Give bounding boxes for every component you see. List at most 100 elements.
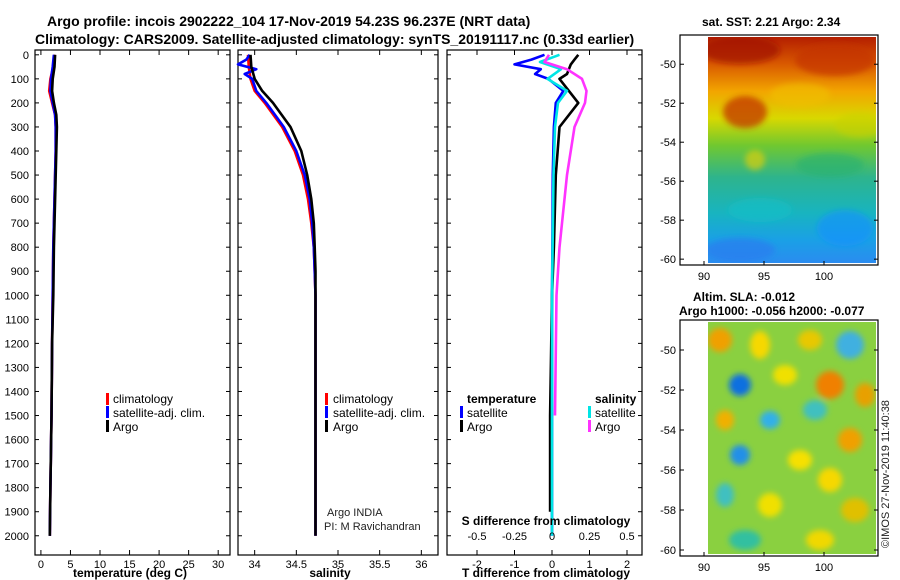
legend-swatch-climatology xyxy=(325,393,328,405)
depth-tick-label: 0 xyxy=(23,50,29,62)
depth-tick-label: 300 xyxy=(11,122,29,134)
legend-label-argo: Argo xyxy=(113,420,139,434)
depth-tick-label: 1300 xyxy=(5,362,29,374)
legend-swatch-argo xyxy=(106,420,109,432)
lat-tick-label: -56 xyxy=(660,465,676,477)
x-tick-label: 2 xyxy=(624,559,630,571)
difference-axis-ticks: -2 -1 0 1 2 xyxy=(447,50,642,571)
legend-title-temperature: temperature xyxy=(467,392,537,406)
x-tick-label: -2 xyxy=(472,559,482,571)
legend-label-s-argo: Argo xyxy=(595,420,621,434)
lat-tick-label: -60 xyxy=(660,545,676,557)
temperature-plot-frame xyxy=(34,49,231,556)
sla-map-panel: Altim. SLA: -0.012 Argo h1000: -0.056 h2… xyxy=(660,290,879,574)
salinity-legend: climatology satellite-adj. clim. Argo xyxy=(325,392,425,434)
legend-label-satellite-adj: satellite-adj. clim. xyxy=(113,406,205,420)
series-line-argo xyxy=(48,54,59,536)
depth-tick-label: 1600 xyxy=(5,435,29,447)
salinity-x-label: salinity xyxy=(309,566,351,580)
legend-swatch-satellite-adj xyxy=(325,406,328,418)
x-tick-label: 5 xyxy=(67,559,73,571)
x-tick-label: 20 xyxy=(153,559,165,571)
sst-map-title: sat. SST: 2.21 Argo: 2.34 xyxy=(702,15,841,29)
difference-legend: temperature satellite Argo salinity sate… xyxy=(460,392,637,434)
lon-tick-label: 90 xyxy=(698,271,710,283)
x-tick-label: -1 xyxy=(510,559,520,571)
s-scale-label: -0.25 xyxy=(502,531,527,543)
legend-label-climatology: climatology xyxy=(113,392,173,406)
x-tick-label: 25 xyxy=(183,559,195,571)
x-tick-label: 15 xyxy=(123,559,135,571)
legend-title-salinity: salinity xyxy=(595,392,637,406)
legend-label-satellite-adj: satellite-adj. clim. xyxy=(333,406,425,420)
legend-label-climatology: climatology xyxy=(333,392,393,406)
lon-tick-label: 90 xyxy=(698,562,710,574)
imos-watermark: ©IMOS 27-Nov-2019 11:40:38 xyxy=(880,400,892,548)
legend-label-t-satellite: satellite xyxy=(467,406,508,420)
depth-tick-label: 200 xyxy=(11,98,29,110)
x-tick-label: 34 xyxy=(249,559,261,571)
depth-tick-label: 600 xyxy=(11,194,29,206)
sla-heatmap xyxy=(708,322,876,554)
x-tick-label: 0 xyxy=(38,559,44,571)
depth-tick-label: 800 xyxy=(11,242,29,254)
sst-map-panel: sat. SST: 2.21 Argo: 2.34 -50-52-54-56-5… xyxy=(660,15,879,283)
depth-tick-label: 1800 xyxy=(5,483,29,495)
s-scale-label: -0.5 xyxy=(468,531,487,543)
depth-tick-label: 900 xyxy=(11,266,29,278)
x-tick-label: 1 xyxy=(586,559,592,571)
depth-tick-label: 100 xyxy=(11,74,29,86)
t-difference-x-label: T difference from climatology xyxy=(462,566,630,580)
depth-tick-label: 1200 xyxy=(5,338,29,350)
lon-tick-label: 95 xyxy=(758,562,770,574)
s-difference-scale: -0.5 -0.25 0 0.25 0.5 xyxy=(468,531,635,543)
difference-plot-frame xyxy=(446,49,643,556)
legend-swatch-s-argo xyxy=(588,420,591,432)
lat-tick-label: -54 xyxy=(660,425,676,437)
x-tick-label: 0 xyxy=(549,559,555,571)
sla-map-title: Altim. SLA: -0.012 xyxy=(693,290,795,304)
legend-swatch-s-satellite xyxy=(588,406,591,418)
temperature-x-label: temperature (deg C) xyxy=(73,566,187,580)
depth-tick-label: 500 xyxy=(11,170,29,182)
figure-title-line2: Climatology: CARS2009. Satellite-adjuste… xyxy=(35,31,634,47)
float-pi-label: PI: M Ravichandran xyxy=(324,521,421,533)
salinity-series xyxy=(236,54,317,536)
x-tick-label: 35.5 xyxy=(369,559,390,571)
float-program-label: Argo INDIA xyxy=(327,507,383,519)
temperature-panel: 0100200300400500600700800900100011001200… xyxy=(5,49,231,580)
salinity-panel: 34 34.5 35 35.5 36 salinity climatology sate… xyxy=(236,49,439,580)
lat-tick-label: -56 xyxy=(660,176,676,188)
lon-tick-label: 95 xyxy=(758,271,770,283)
depth-tick-label: 1100 xyxy=(5,314,29,326)
depth-tick-label: 2000 xyxy=(5,531,29,543)
legend-swatch-climatology xyxy=(106,393,109,405)
legend-swatch-argo xyxy=(325,420,328,432)
depth-tick-label: 700 xyxy=(11,218,29,230)
difference-series xyxy=(513,53,588,536)
series-line-s-argo xyxy=(543,54,588,416)
lat-tick-label: -50 xyxy=(660,59,676,71)
lat-tick-label: -52 xyxy=(660,385,676,397)
x-tick-label: 35 xyxy=(332,559,344,571)
x-tick-label: 30 xyxy=(212,559,224,571)
legend-label-argo: Argo xyxy=(333,420,359,434)
s-difference-axis-label: S difference from climatology xyxy=(462,514,631,528)
depth-tick-label: 1000 xyxy=(5,290,29,302)
x-tick-label: 34.5 xyxy=(286,559,307,571)
figure-title-line1: Argo profile: incois 2902222_104 17-Nov-… xyxy=(47,13,530,29)
difference-panel: -2 -1 0 1 2 T difference from climatology S … xyxy=(446,49,643,580)
series-line-argo xyxy=(249,54,317,536)
s-scale-label: 0 xyxy=(549,531,555,543)
depth-tick-label: 1900 xyxy=(5,507,29,519)
legend-swatch-satellite-adj xyxy=(106,406,109,418)
sst-heatmap xyxy=(708,37,876,263)
sst-patches xyxy=(708,37,876,262)
depth-tick-label: 1400 xyxy=(5,386,29,398)
series-line-s-satellite xyxy=(538,53,569,536)
sla-map-axes: -50 -52 -54 -56 -58 -60 90 95 100 xyxy=(660,345,878,574)
sst-map-axes: -50 -52 -54 -56 -58 -60 90 95 100 xyxy=(660,59,878,283)
lat-tick-label: -52 xyxy=(660,98,676,110)
temperature-legend: climatology satellite-adj. clim. Argo xyxy=(106,392,205,434)
